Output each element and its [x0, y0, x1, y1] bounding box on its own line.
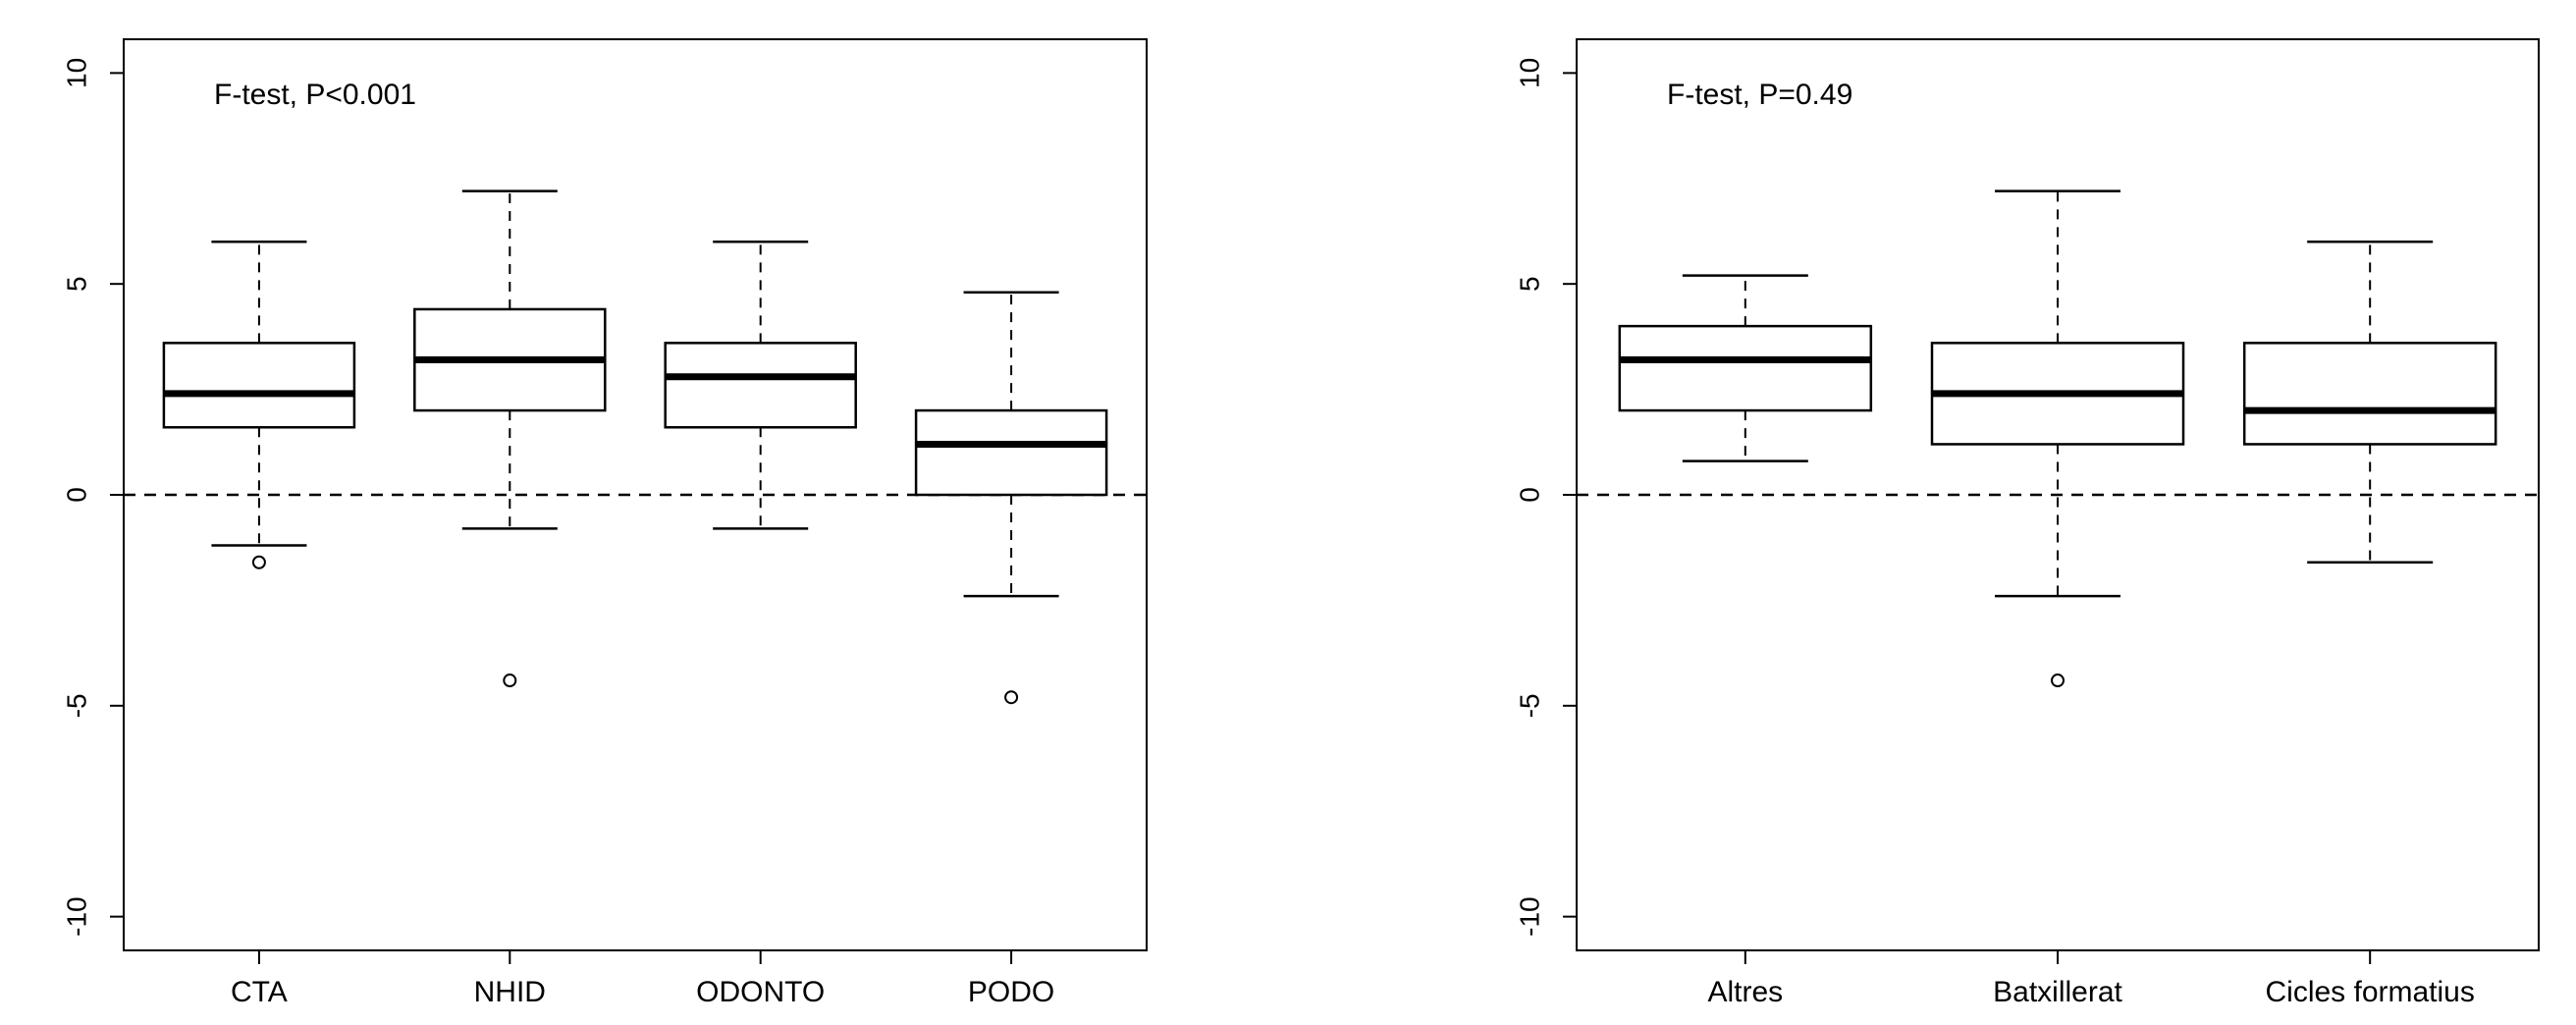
y-tick-label: 5: [1515, 276, 1545, 292]
y-tick-label: -10: [1515, 896, 1545, 936]
iqr-box: [2242, 342, 2497, 446]
x-tick-label: NHID: [474, 976, 546, 1008]
test-annotation: F-test, P<0.001: [214, 79, 416, 111]
boxplot-panel: -10 -5 0 5 10 F-test, P=0.49 Altres Batxillerat…: [1515, 38, 2540, 1008]
iqr-box: [664, 342, 857, 429]
boxplot-panel: -10 -5 0 5 10 F-test, P<0.001 CTA NHID ODONTO POD…: [62, 38, 1148, 1008]
iqr-box: [1618, 324, 1873, 412]
y-tick-label: -10: [62, 896, 92, 936]
iqr-box: [162, 342, 356, 429]
y-tick-label: 5: [62, 276, 92, 292]
box-podo: PODO: [914, 291, 1108, 1008]
outlier-point: [2051, 674, 2065, 688]
iqr-box: [914, 408, 1108, 497]
x-tick-label: Batxillerat: [1993, 976, 2122, 1008]
box-altres: Altres: [1618, 274, 1873, 1008]
x-tick-label: Cicles formatius: [2265, 976, 2474, 1008]
outlier-point: [1004, 690, 1019, 705]
box-odonto: ODONTO: [664, 240, 857, 1008]
box-nhid: NHID: [413, 189, 607, 1008]
x-tick-label: CTA: [231, 976, 288, 1008]
x-tick-label: Altres: [1707, 976, 1783, 1008]
y-tick-label: 10: [62, 58, 92, 88]
y-tick-label: 0: [1515, 487, 1545, 503]
outlier-point: [503, 674, 517, 688]
box-cta: CTA: [162, 240, 356, 1008]
y-tick-label: 0: [62, 487, 92, 503]
x-tick-label: ODONTO: [696, 976, 825, 1008]
box-cicles-formatius: Cicles formatius: [2242, 240, 2497, 1008]
x-tick-label: PODO: [968, 976, 1054, 1008]
y-tick-label: -5: [62, 693, 92, 718]
outlier-point: [251, 555, 266, 569]
test-annotation: F-test, P=0.49: [1667, 79, 1852, 111]
y-tick-label: -5: [1515, 693, 1545, 718]
y-tick-label: 10: [1515, 58, 1545, 88]
box-batxillerat: Batxillerat: [1930, 189, 2185, 1008]
